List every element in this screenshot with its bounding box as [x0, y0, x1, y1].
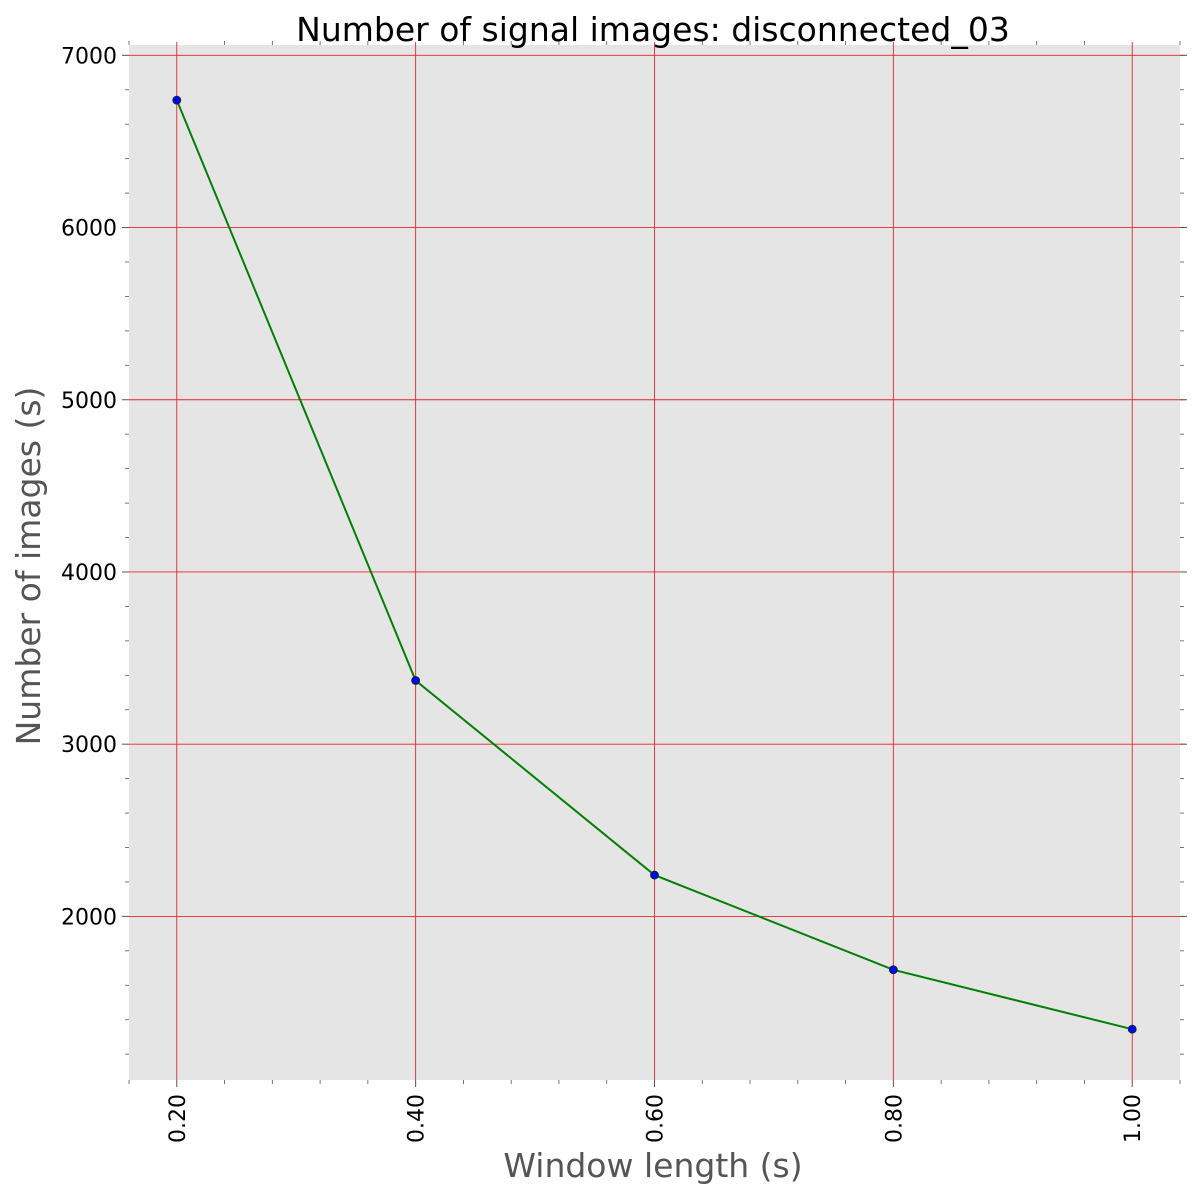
y-tick-label: 4000 — [61, 561, 117, 586]
axis-ticks — [122, 41, 1187, 1087]
data-point — [172, 95, 182, 105]
x-tick-label: 0.20 — [166, 1094, 191, 1143]
x-tick-label: 1.00 — [1121, 1094, 1146, 1143]
data-point — [1127, 1024, 1137, 1034]
series-layer — [172, 95, 1137, 1034]
y-tick-label: 6000 — [61, 217, 117, 242]
data-point — [650, 870, 659, 880]
x-axis-label: Window length (s) — [503, 1146, 802, 1185]
y-tick-label: 7000 — [61, 44, 117, 69]
y-tick-label: 3000 — [61, 733, 117, 758]
data-point — [888, 965, 898, 975]
y-tick-label: 5000 — [61, 389, 117, 414]
x-tick-labels: 0.20 0.40 0.60 0.80 1.00 — [166, 1094, 1146, 1143]
chart-title: Number of signal images: disconnected_03 — [296, 10, 1010, 49]
x-tick-label: 0.60 — [644, 1094, 669, 1143]
data-point — [411, 676, 421, 685]
x-tick-label: 0.80 — [882, 1094, 907, 1143]
y-axis-label: Number of images (s) — [9, 387, 48, 746]
y-tick-label: 2000 — [61, 905, 117, 930]
x-tick-label: 0.40 — [405, 1094, 430, 1143]
y-tick-labels: 2000 3000 4000 5000 6000 7000 — [61, 44, 117, 930]
grid-lines — [129, 42, 1185, 1080]
